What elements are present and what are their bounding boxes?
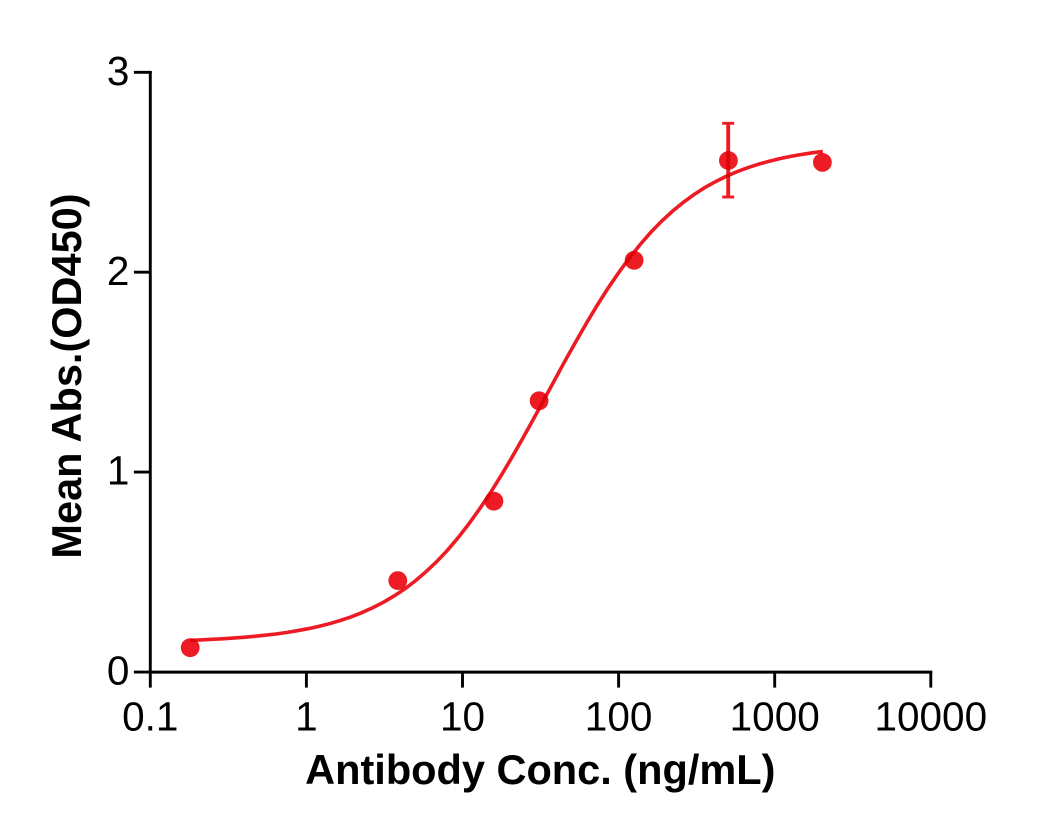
svg-text:10: 10	[440, 693, 485, 739]
svg-text:1: 1	[107, 448, 130, 494]
svg-text:10000: 10000	[874, 693, 987, 739]
svg-text:1: 1	[295, 693, 318, 739]
svg-text:2: 2	[107, 248, 130, 294]
svg-text:1000: 1000	[730, 693, 820, 739]
svg-text:Antibody Conc. (ng/mL): Antibody Conc. (ng/mL)	[305, 746, 775, 793]
svg-text:Mean Abs.(OD450): Mean Abs.(OD450)	[43, 193, 90, 558]
svg-text:0.1: 0.1	[122, 693, 178, 739]
svg-text:0: 0	[107, 648, 130, 694]
svg-text:100: 100	[585, 693, 653, 739]
svg-text:3: 3	[107, 48, 130, 94]
